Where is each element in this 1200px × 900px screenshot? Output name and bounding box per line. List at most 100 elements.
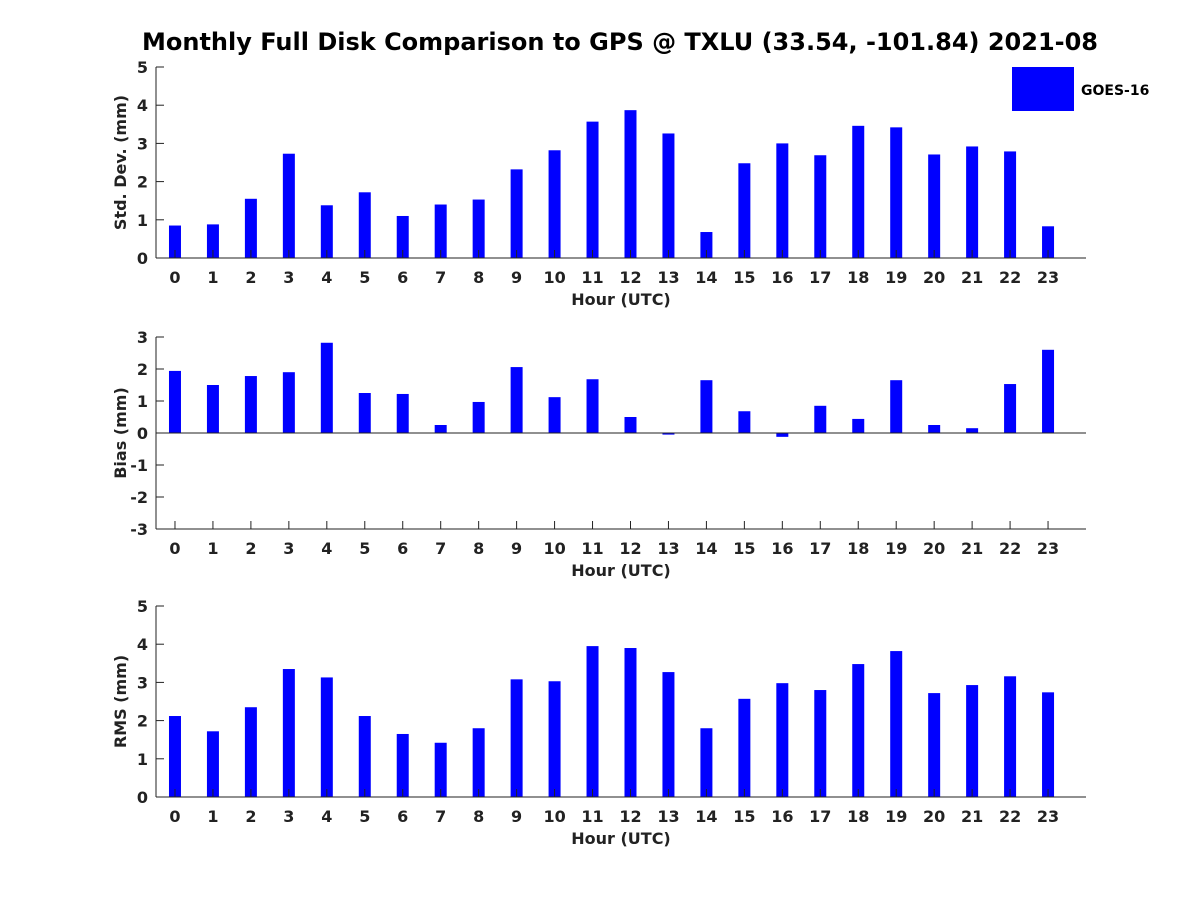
bar-stddev-hour-3 — [282, 153, 295, 258]
bar-stddev-hour-22 — [1004, 151, 1017, 258]
x-tick-label-stddev-15: 15 — [733, 268, 755, 287]
y-tick-label-rms-5: 5 — [137, 597, 148, 616]
bar-rms-hour-9 — [510, 679, 523, 797]
x-tick-label-stddev-1: 1 — [207, 268, 218, 287]
bar-rms-hour-11 — [586, 646, 599, 797]
bar-bias-hour-14 — [700, 380, 713, 433]
x-tick-label-bias-14: 14 — [695, 539, 717, 558]
bar-stddev-hour-11 — [586, 121, 599, 258]
x-tick-label-bias-10: 10 — [543, 539, 565, 558]
legend-label: GOES-16 — [1081, 83, 1149, 99]
x-tick-label-bias-4: 4 — [321, 539, 332, 558]
y-tick-label-bias-1: 1 — [137, 392, 148, 411]
bar-bias-hour-7 — [434, 425, 447, 433]
bar-bias-hour-18 — [852, 418, 865, 433]
x-tick-label-bias-1: 1 — [207, 539, 218, 558]
x-tick-label-rms-0: 0 — [169, 807, 180, 826]
bar-rms-hour-13 — [662, 672, 675, 797]
bar-rms-hour-16 — [776, 683, 789, 797]
x-tick-label-stddev-10: 10 — [543, 268, 565, 287]
bar-rms-hour-5 — [358, 716, 371, 797]
bar-rms-hour-18 — [852, 664, 865, 797]
bar-bias-hour-21 — [966, 428, 979, 433]
x-tick-label-bias-23: 23 — [1037, 539, 1059, 558]
x-tick-label-rms-17: 17 — [809, 807, 831, 826]
x-tick-label-stddev-6: 6 — [397, 268, 408, 287]
bar-rms-hour-15 — [738, 698, 751, 797]
bar-rms-hour-4 — [320, 677, 333, 797]
bar-rms-hour-7 — [434, 742, 447, 797]
bar-rms-hour-0 — [168, 716, 181, 797]
bar-stddev-hour-4 — [320, 205, 333, 258]
x-tick-label-bias-8: 8 — [473, 539, 484, 558]
bar-stddev-hour-20 — [928, 154, 941, 258]
bar-rms-hour-23 — [1042, 692, 1055, 797]
y-tick-label-stddev-5: 5 — [137, 58, 148, 77]
bar-rms-hour-12 — [624, 648, 637, 797]
bar-stddev-hour-10 — [548, 150, 561, 258]
x-tick-label-rms-23: 23 — [1037, 807, 1059, 826]
x-tick-label-stddev-13: 13 — [657, 268, 679, 287]
x-tick-label-bias-7: 7 — [435, 539, 446, 558]
x-tick-label-rms-3: 3 — [283, 807, 294, 826]
bar-stddev-hour-2 — [244, 198, 257, 258]
bar-bias-hour-5 — [358, 393, 371, 433]
y-tick-label-bias-0: 0 — [137, 424, 148, 443]
x-tick-label-rms-22: 22 — [999, 807, 1021, 826]
bar-stddev-hour-14 — [700, 232, 713, 258]
x-tick-label-rms-12: 12 — [619, 807, 641, 826]
bar-bias-hour-2 — [244, 376, 257, 433]
x-tick-label-stddev-8: 8 — [473, 268, 484, 287]
x-tick-label-stddev-4: 4 — [321, 268, 332, 287]
y-tick-label-rms-2: 2 — [137, 712, 148, 731]
legend: GOES-16 — [1012, 67, 1149, 111]
bar-rms-hour-1 — [206, 731, 219, 797]
x-tick-label-stddev-9: 9 — [511, 268, 522, 287]
x-tick-label-bias-6: 6 — [397, 539, 408, 558]
bar-stddev-hour-18 — [852, 125, 865, 258]
x-tick-label-bias-0: 0 — [169, 539, 180, 558]
x-tick-label-bias-11: 11 — [581, 539, 603, 558]
bar-rms-hour-3 — [282, 669, 295, 797]
x-tick-label-bias-5: 5 — [359, 539, 370, 558]
y-tick-label-rms-4: 4 — [137, 635, 148, 654]
x-tick-label-bias-22: 22 — [999, 539, 1021, 558]
y-axis-label-rms: RMS (mm) — [111, 655, 130, 748]
x-tick-label-stddev-20: 20 — [923, 268, 945, 287]
x-tick-label-stddev-12: 12 — [619, 268, 641, 287]
y-tick-label-bias--1: -1 — [130, 456, 148, 475]
bar-rms-hour-8 — [472, 728, 485, 797]
x-tick-label-stddev-16: 16 — [771, 268, 793, 287]
x-axis-label-bias: Hour (UTC) — [571, 561, 671, 580]
x-tick-label-bias-15: 15 — [733, 539, 755, 558]
x-tick-label-stddev-22: 22 — [999, 268, 1021, 287]
y-tick-label-bias--3: -3 — [130, 520, 148, 539]
bar-stddev-hour-21 — [966, 146, 979, 258]
bar-rms-hour-19 — [890, 651, 903, 797]
bar-bias-hour-0 — [168, 370, 181, 433]
x-tick-label-rms-2: 2 — [245, 807, 256, 826]
x-tick-label-rms-16: 16 — [771, 807, 793, 826]
bar-bias-hour-10 — [548, 397, 561, 433]
bar-bias-hour-9 — [510, 367, 523, 433]
bar-stddev-hour-13 — [662, 133, 675, 258]
y-tick-label-stddev-2: 2 — [137, 173, 148, 192]
x-tick-label-stddev-7: 7 — [435, 268, 446, 287]
bar-stddev-hour-7 — [434, 204, 447, 258]
bar-rms-hour-22 — [1004, 676, 1017, 797]
bar-rms-hour-14 — [700, 728, 713, 797]
x-tick-label-bias-2: 2 — [245, 539, 256, 558]
y-axis-label-stddev: Std. Dev. (mm) — [111, 95, 130, 230]
bar-bias-hour-22 — [1004, 384, 1017, 433]
bar-rms-hour-17 — [814, 690, 827, 797]
x-tick-label-bias-13: 13 — [657, 539, 679, 558]
x-tick-label-rms-19: 19 — [885, 807, 907, 826]
x-tick-label-rms-4: 4 — [321, 807, 332, 826]
x-tick-label-bias-20: 20 — [923, 539, 945, 558]
y-tick-label-bias--2: -2 — [130, 488, 148, 507]
legend-swatch — [1012, 67, 1074, 111]
x-tick-label-bias-21: 21 — [961, 539, 983, 558]
